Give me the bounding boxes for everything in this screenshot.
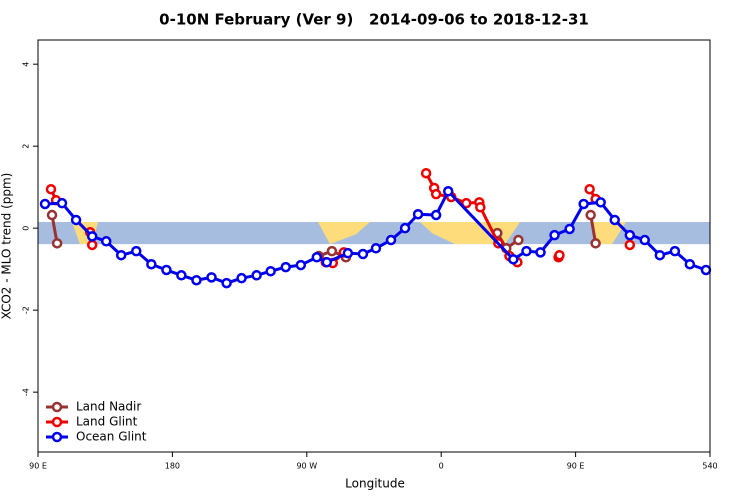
x-tick-label: 90 W (296, 462, 317, 471)
x-tick-label: 540 (702, 462, 717, 471)
data-point (45, 183, 57, 195)
legend-label: Ocean Glint (76, 430, 147, 444)
data-point (146, 258, 157, 270)
data-point (51, 238, 63, 249)
data-point (584, 183, 595, 195)
data-point (385, 234, 397, 246)
data-point (370, 243, 382, 254)
data-point (295, 259, 307, 271)
data-point (475, 202, 486, 213)
data-point (399, 222, 411, 234)
data-point (86, 239, 98, 251)
y-tick-label: -2 (22, 306, 31, 314)
data-point (280, 261, 291, 273)
data-point (56, 197, 68, 209)
data-point (549, 229, 560, 241)
data-point (191, 274, 202, 286)
legend-label: Land Glint (76, 415, 138, 429)
data-point (554, 249, 565, 261)
x-tick-label: 180 (165, 462, 180, 471)
x-tick-label: 90 E (567, 462, 585, 471)
data-point (430, 209, 442, 221)
data-point (100, 236, 112, 247)
data-point (236, 272, 247, 284)
data-point (311, 252, 323, 263)
data-point (684, 258, 696, 270)
data-point (115, 249, 127, 261)
data-point (206, 272, 217, 283)
reference-band (38, 222, 710, 245)
data-point (176, 270, 187, 281)
plot-frame (37, 39, 711, 453)
data-point (46, 209, 58, 221)
x-axis-label: Longitude (345, 477, 405, 491)
data-point (461, 197, 472, 209)
data-point (131, 245, 142, 257)
y-tick-label: -4 (22, 388, 31, 396)
y-tick-label: 4 (22, 62, 31, 67)
legend-marker (51, 431, 63, 443)
data-point (564, 223, 575, 235)
land-shape (590, 222, 626, 245)
legend-marker (51, 416, 63, 428)
data-point (624, 239, 636, 251)
data-point (326, 245, 338, 257)
data-point (700, 264, 712, 276)
data-point (492, 227, 503, 239)
data-point (654, 249, 666, 261)
data-point (609, 214, 620, 226)
data-point (265, 265, 276, 277)
y-tick-label: 2 (22, 144, 31, 149)
data-point (420, 167, 432, 179)
data-point (321, 256, 333, 268)
x-tick-label: 0 (439, 462, 444, 471)
data-point (86, 231, 98, 242)
x-tick-label: 90 E (29, 462, 47, 471)
data-point (585, 209, 596, 221)
legend-marker (51, 401, 63, 413)
data-point (624, 229, 636, 241)
data-point (430, 188, 442, 200)
data-point (521, 245, 532, 257)
data-point (578, 198, 589, 210)
y-tick-label: 0 (22, 226, 31, 231)
data-point (221, 277, 232, 289)
land-shape (318, 222, 370, 245)
data-point (70, 214, 82, 226)
data-point (590, 238, 601, 249)
data-point (513, 234, 524, 246)
data-point (669, 245, 681, 257)
chart-title: 0-10N February (Ver 9) 2014-09-06 to 201… (159, 11, 589, 29)
legend-label: Land Nadir (76, 400, 141, 414)
data-point (39, 198, 51, 210)
data-point (357, 248, 369, 260)
data-point (595, 197, 606, 208)
data-point (342, 247, 354, 259)
plot-area (38, 167, 712, 289)
data-point (412, 208, 424, 220)
y-axis-label: XCO2 - MLO trend (ppm) (0, 173, 14, 320)
data-point (161, 264, 172, 276)
data-point (442, 186, 454, 197)
data-point (639, 234, 650, 246)
data-point (508, 254, 519, 265)
data-point (251, 270, 262, 281)
data-point (535, 247, 546, 258)
